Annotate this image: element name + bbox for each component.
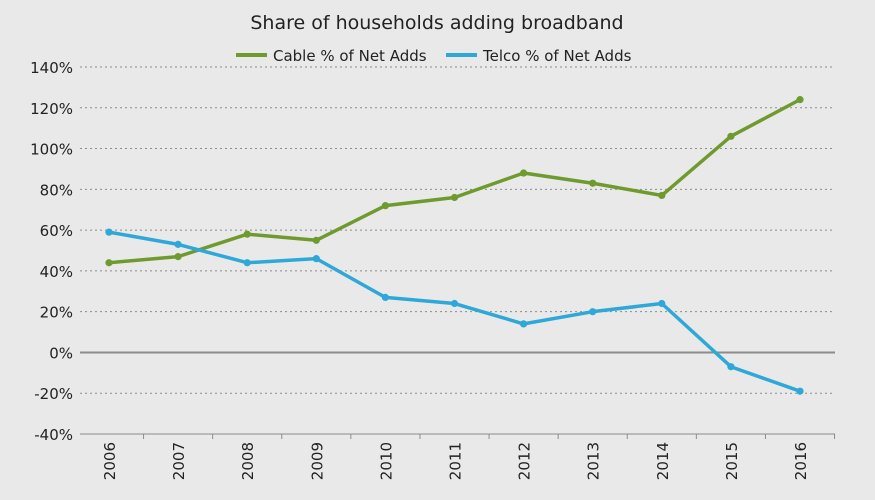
legend-label-cable: Cable % of Net Adds [273, 47, 427, 65]
legend-label-telco: Telco % of Net Adds [482, 47, 632, 65]
series-layer [105, 96, 804, 395]
data-point [105, 228, 113, 236]
data-point [727, 363, 735, 371]
data-point [381, 202, 389, 210]
data-point [450, 299, 459, 308]
x-tick-label: 2011 [447, 442, 465, 480]
data-point [520, 320, 528, 328]
y-tick-label: 0% [49, 344, 73, 362]
x-tick-label: 2008 [239, 442, 257, 480]
x-tick-label: 2012 [516, 442, 534, 480]
y-tick-label: -40% [34, 426, 73, 444]
chart-title: Share of households adding broadband [250, 12, 623, 34]
data-point [589, 179, 597, 187]
legend: Cable % of Net Adds Telco % of Net Adds [236, 47, 632, 65]
y-tick-label: 40% [40, 263, 73, 281]
data-point [174, 253, 182, 261]
x-axis: 2006 2007 2008 2009 2010 2011 2012 2013 2014 2015… [80, 433, 836, 480]
y-tick-label: -20% [34, 385, 73, 403]
data-point [381, 293, 389, 301]
data-point [105, 259, 113, 267]
y-tick-label: 20% [40, 304, 73, 322]
y-tick-label: 100% [30, 141, 73, 159]
data-point [312, 255, 320, 263]
legend-item-cable: Cable % of Net Adds [236, 47, 427, 65]
data-point [658, 191, 666, 200]
data-point [727, 132, 735, 140]
series-line [108, 98, 801, 265]
legend-item-telco: Telco % of Net Adds [446, 47, 632, 65]
data-point [589, 308, 597, 316]
x-tick-label: 2013 [585, 442, 603, 480]
x-tick-label: 2014 [654, 442, 672, 480]
y-axis-ticks: 140% 120% 100% 80% 60% 40% 20% 0% -20% -40% [30, 59, 73, 444]
data-point [312, 236, 320, 244]
x-tick-label: 2016 [792, 442, 810, 480]
series-cable [105, 96, 804, 267]
y-tick-label: 60% [40, 222, 73, 240]
data-point [450, 193, 459, 202]
y-tick-label: 140% [30, 59, 73, 77]
x-tick-label: 2006 [101, 442, 119, 480]
data-point [658, 299, 666, 308]
x-tick-label: 2009 [308, 442, 326, 480]
x-tick-label: 2007 [170, 442, 188, 480]
series-telco [105, 228, 804, 395]
data-point [796, 387, 804, 395]
x-tick-label: 2015 [723, 442, 741, 480]
data-point [243, 259, 251, 267]
y-tick-label: 120% [30, 100, 73, 118]
data-point [174, 240, 182, 248]
data-point [796, 96, 804, 104]
y-tick-label: 80% [40, 181, 73, 199]
data-point [243, 230, 251, 238]
data-point [520, 169, 528, 177]
x-tick-label: 2010 [377, 442, 395, 480]
